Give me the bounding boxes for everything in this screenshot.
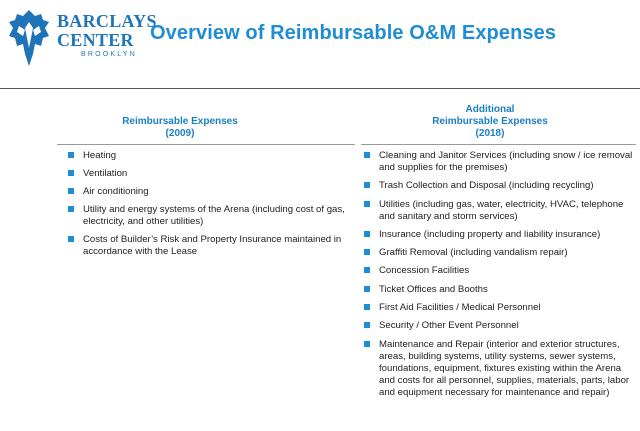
square-bullet-icon bbox=[364, 249, 370, 256]
right-column-heading: Additional Reimbursable Expenses (2018) bbox=[355, 104, 625, 140]
left-heading-line2: (2009) bbox=[165, 128, 195, 139]
list-item-text: First Aid Facilities / Medical Personnel bbox=[379, 302, 541, 314]
square-bullet-icon bbox=[68, 206, 74, 212]
square-bullet-icon bbox=[68, 188, 74, 194]
list-item: Graffiti Removal (including vandalism re… bbox=[364, 247, 634, 259]
list-item: Ticket Offices and Booths bbox=[364, 284, 634, 296]
list-item: Heating bbox=[68, 150, 358, 162]
list-item-text: Costs of Builder’s Risk and Property Ins… bbox=[83, 234, 342, 257]
additional-reimbursable-expenses-2018-list: Cleaning and Janitor Services (including… bbox=[364, 150, 634, 405]
left-heading-line1: Reimbursable Expenses bbox=[122, 116, 238, 127]
list-item-text: Graffiti Removal (including vandalism re… bbox=[379, 247, 568, 259]
list-item-text: Heating bbox=[83, 150, 117, 161]
list-item-text: Maintenance and Repair (interior and ext… bbox=[379, 338, 630, 398]
square-bullet-icon bbox=[68, 152, 74, 158]
list-item: Utility and energy systems of the Arena … bbox=[68, 204, 358, 228]
list-item: Insurance (including property and liabil… bbox=[364, 229, 634, 241]
square-bullet-icon bbox=[364, 322, 370, 329]
square-bullet-icon bbox=[364, 182, 370, 189]
right-heading-line2: Reimbursable Expenses bbox=[432, 116, 548, 127]
list-item-text: Security / Other Event Personnel bbox=[379, 320, 519, 332]
list-item-text: Concession Facilities bbox=[379, 265, 470, 277]
list-item: Costs of Builder’s Risk and Property Ins… bbox=[68, 234, 358, 258]
square-bullet-icon bbox=[364, 200, 370, 207]
eagle-icon bbox=[9, 10, 49, 66]
barclays-center-logo: BARCLAYS CENTER BROOKLYN bbox=[5, 8, 156, 70]
list-item: Security / Other Event Personnel bbox=[364, 320, 634, 332]
right-column-divider bbox=[361, 144, 636, 145]
list-item-text: Air conditioning bbox=[83, 186, 149, 197]
list-item: Maintenance and Repair (interior and ext… bbox=[364, 339, 634, 399]
list-item-text: Cleaning and Janitor Services (including… bbox=[379, 150, 633, 173]
page-title: Overview of Reimbursable O&M Expenses bbox=[150, 22, 557, 44]
square-bullet-icon bbox=[68, 170, 74, 176]
list-item: Air conditioning bbox=[68, 186, 358, 198]
list-item: Ventilation bbox=[68, 168, 358, 180]
square-bullet-icon bbox=[364, 285, 370, 292]
right-heading-line1: Additional bbox=[465, 104, 515, 115]
square-bullet-icon bbox=[364, 267, 370, 274]
logo-line-center: CENTER bbox=[57, 30, 134, 50]
list-item-text: Insurance (including property and liabil… bbox=[379, 228, 601, 240]
square-bullet-icon bbox=[68, 236, 74, 242]
list-item: Trash Collection and Disposal (including… bbox=[364, 180, 634, 192]
header-divider bbox=[0, 88, 640, 89]
left-column-divider bbox=[57, 144, 355, 145]
list-item: Utilities (including gas, water, electri… bbox=[364, 199, 634, 223]
list-item-text: Utility and energy systems of the Arena … bbox=[83, 204, 345, 227]
right-heading-line3: (2018) bbox=[475, 128, 505, 139]
logo-wordmark: BARCLAYS CENTER BROOKLYN bbox=[57, 11, 157, 59]
reimbursable-expenses-2009-list: Heating Ventilation Air conditioning Uti… bbox=[68, 150, 358, 264]
list-item-text: Ventilation bbox=[83, 168, 128, 179]
square-bullet-icon bbox=[364, 340, 370, 347]
list-item-text: Utilities (including gas, water, electri… bbox=[379, 198, 624, 222]
square-bullet-icon bbox=[364, 304, 370, 311]
list-item-text: Trash Collection and Disposal (including… bbox=[379, 180, 594, 192]
list-item: First Aid Facilities / Medical Personnel bbox=[364, 302, 634, 314]
list-item-text: Ticket Offices and Booths bbox=[379, 283, 488, 295]
square-bullet-icon bbox=[364, 230, 370, 237]
logo-line-barclays: BARCLAYS bbox=[57, 11, 157, 31]
list-item: Concession Facilities bbox=[364, 265, 634, 277]
logo-line-brooklyn: BROOKLYN bbox=[81, 51, 137, 58]
left-column-heading: Reimbursable Expenses (2009) bbox=[55, 116, 305, 140]
list-item: Cleaning and Janitor Services (including… bbox=[364, 150, 634, 174]
square-bullet-icon bbox=[364, 152, 370, 158]
